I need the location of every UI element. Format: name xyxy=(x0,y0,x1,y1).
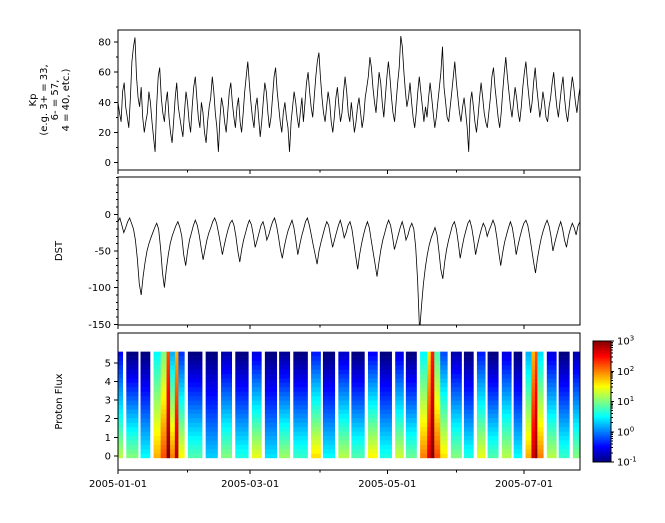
colorbar-tick-label: 102 xyxy=(617,365,634,378)
y-tick-label: 20 xyxy=(98,128,111,139)
x-tick-label: 2005-01-01 xyxy=(89,479,147,490)
y-tick-label: 4 xyxy=(105,377,111,388)
colorbar-tick-label: 100 xyxy=(617,425,634,438)
dst-index-line xyxy=(118,216,580,325)
y-tick-label: 1 xyxy=(105,433,111,444)
colorbar-tick-label: 103 xyxy=(617,335,634,348)
x-tick-label: 2005-03-01 xyxy=(221,479,279,490)
y-tick-label: -50 xyxy=(95,247,111,258)
colorbar-tick-label: 101 xyxy=(617,395,634,408)
proton-flux-panel: 0 1 2 3 4 5 Proton Flux xyxy=(54,332,581,474)
y-tick-label: 3 xyxy=(105,396,111,407)
colorbar-tick-label: 10-1 xyxy=(617,456,637,469)
colorbar: 103 102 101 100 10-1 xyxy=(592,335,637,469)
y-tick-label: 80 xyxy=(98,38,111,49)
proton-flux-ylabel: Proton Flux xyxy=(54,373,65,429)
kp-index-panel: 0 20 40 60 80 Kp(e.g. 3+ = 33,6- = 57,4 = 40,… xyxy=(28,29,581,174)
x-axis: 2005-01-01 2005-03-01 2005-05-01 2005-07-01 xyxy=(89,479,553,490)
y-tick-label: 5 xyxy=(105,358,111,369)
y-tick-label: 40 xyxy=(98,98,111,109)
y-tick-label: 0 xyxy=(105,158,111,169)
kp-index-ylabel: Kp(e.g. 3+ = 33,6- = 57,4 = 40, etc.) xyxy=(28,64,72,135)
dst-index-ylabel: DST xyxy=(54,240,65,261)
y-tick-label: 60 xyxy=(98,68,111,79)
kp-index-frame xyxy=(117,29,581,171)
y-tick-label: -150 xyxy=(88,320,111,331)
y-tick-label: 2 xyxy=(105,414,111,425)
kp-index-line xyxy=(118,35,580,152)
y-tick-label: 0 xyxy=(105,452,111,463)
x-tick-label: 2005-05-01 xyxy=(358,479,416,490)
y-tick-label: 0 xyxy=(105,210,111,221)
proton-flux-frame xyxy=(117,332,581,471)
y-tick-label: -100 xyxy=(88,283,111,294)
dst-index-panel: 0 -50 -100 -150 DST xyxy=(54,176,581,331)
x-tick-label: 2005-07-01 xyxy=(495,479,553,490)
